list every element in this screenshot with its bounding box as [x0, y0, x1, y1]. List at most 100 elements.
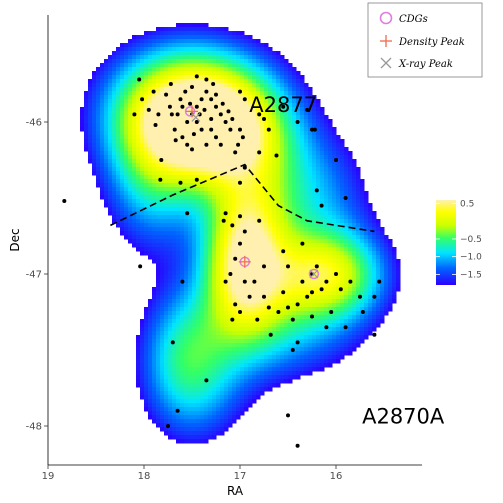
density-cell — [212, 179, 217, 184]
density-cell — [248, 51, 253, 56]
density-cell — [156, 35, 161, 40]
density-cell — [196, 179, 201, 184]
density-cell — [384, 243, 389, 248]
density-cell — [168, 231, 173, 236]
density-cell — [88, 123, 93, 128]
density-cell — [288, 123, 293, 128]
density-cell — [196, 171, 201, 176]
density-cell — [232, 219, 237, 224]
density-cell — [196, 67, 201, 72]
density-cell — [336, 235, 341, 240]
density-cell — [212, 95, 217, 100]
density-cell — [336, 199, 341, 204]
density-cell — [324, 199, 329, 204]
density-cell — [256, 207, 261, 212]
density-cell — [296, 147, 301, 152]
density-cell — [212, 291, 217, 296]
density-cell — [208, 331, 213, 336]
density-cell — [236, 267, 241, 272]
density-cell — [272, 147, 277, 152]
density-cell — [92, 163, 97, 168]
density-cell — [168, 79, 173, 84]
density-cell — [188, 199, 193, 204]
density-cell — [188, 355, 193, 360]
density-cell — [200, 339, 205, 344]
density-cell — [324, 311, 329, 316]
density-cell — [180, 91, 185, 96]
density-cell — [296, 163, 301, 168]
density-cell — [340, 147, 345, 152]
density-cell — [312, 171, 317, 176]
density-cell — [132, 171, 137, 176]
density-cell — [316, 131, 321, 136]
density-cell — [196, 83, 201, 88]
density-cell — [228, 139, 233, 144]
density-cell — [224, 247, 229, 252]
density-cell — [192, 283, 197, 288]
density-cell — [144, 139, 149, 144]
density-cell — [248, 303, 253, 308]
density-cell — [308, 179, 313, 184]
density-cell — [196, 315, 201, 320]
density-cell — [96, 107, 101, 112]
density-cell — [332, 343, 337, 348]
density-cell — [228, 351, 233, 356]
density-cell — [216, 99, 221, 104]
density-cell — [160, 103, 165, 108]
density-cell — [300, 223, 305, 228]
density-cell — [332, 155, 337, 160]
density-cell — [232, 75, 237, 80]
density-cell — [168, 155, 173, 160]
density-cell — [300, 183, 305, 188]
density-cell — [372, 291, 377, 296]
density-cell — [212, 243, 217, 248]
density-cell — [224, 67, 229, 72]
density-cell — [280, 247, 285, 252]
density-cell — [204, 55, 209, 60]
density-cell — [128, 71, 133, 76]
density-cell — [328, 119, 333, 124]
density-cell — [196, 279, 201, 284]
density-cell — [336, 179, 341, 184]
density-cell — [200, 35, 205, 40]
density-cell — [148, 95, 153, 100]
density-cell — [140, 327, 145, 332]
density-cell — [248, 87, 253, 92]
density-cell — [160, 283, 165, 288]
density-cell — [328, 135, 333, 140]
density-cell — [92, 131, 97, 136]
density-cell — [368, 315, 373, 320]
density-cell — [216, 315, 221, 320]
density-cell — [128, 119, 133, 124]
density-cell — [160, 111, 165, 116]
density-cell — [248, 299, 253, 304]
density-cell — [340, 343, 345, 348]
density-cell — [248, 203, 253, 208]
density-cell — [188, 287, 193, 292]
density-cell — [352, 175, 357, 180]
density-cell — [276, 307, 281, 312]
density-cell — [204, 99, 209, 104]
density-cell — [100, 111, 105, 116]
density-cell — [208, 139, 213, 144]
density-cell — [216, 43, 221, 48]
density-cell — [204, 355, 209, 360]
density-cell — [180, 115, 185, 120]
density-cell — [232, 307, 237, 312]
density-cell — [168, 39, 173, 44]
density-cell — [220, 119, 225, 124]
density-cell — [200, 259, 205, 264]
density-cell — [180, 339, 185, 344]
density-cell — [304, 99, 309, 104]
density-cell — [248, 67, 253, 72]
density-cell — [252, 235, 257, 240]
density-cell — [160, 299, 165, 304]
density-cell — [348, 311, 353, 316]
density-cell — [372, 215, 377, 220]
density-cell — [208, 231, 213, 236]
density-cell — [216, 219, 221, 224]
density-cell — [164, 315, 169, 320]
density-cell — [184, 159, 189, 164]
density-cell — [272, 259, 277, 264]
density-cell — [168, 43, 173, 48]
